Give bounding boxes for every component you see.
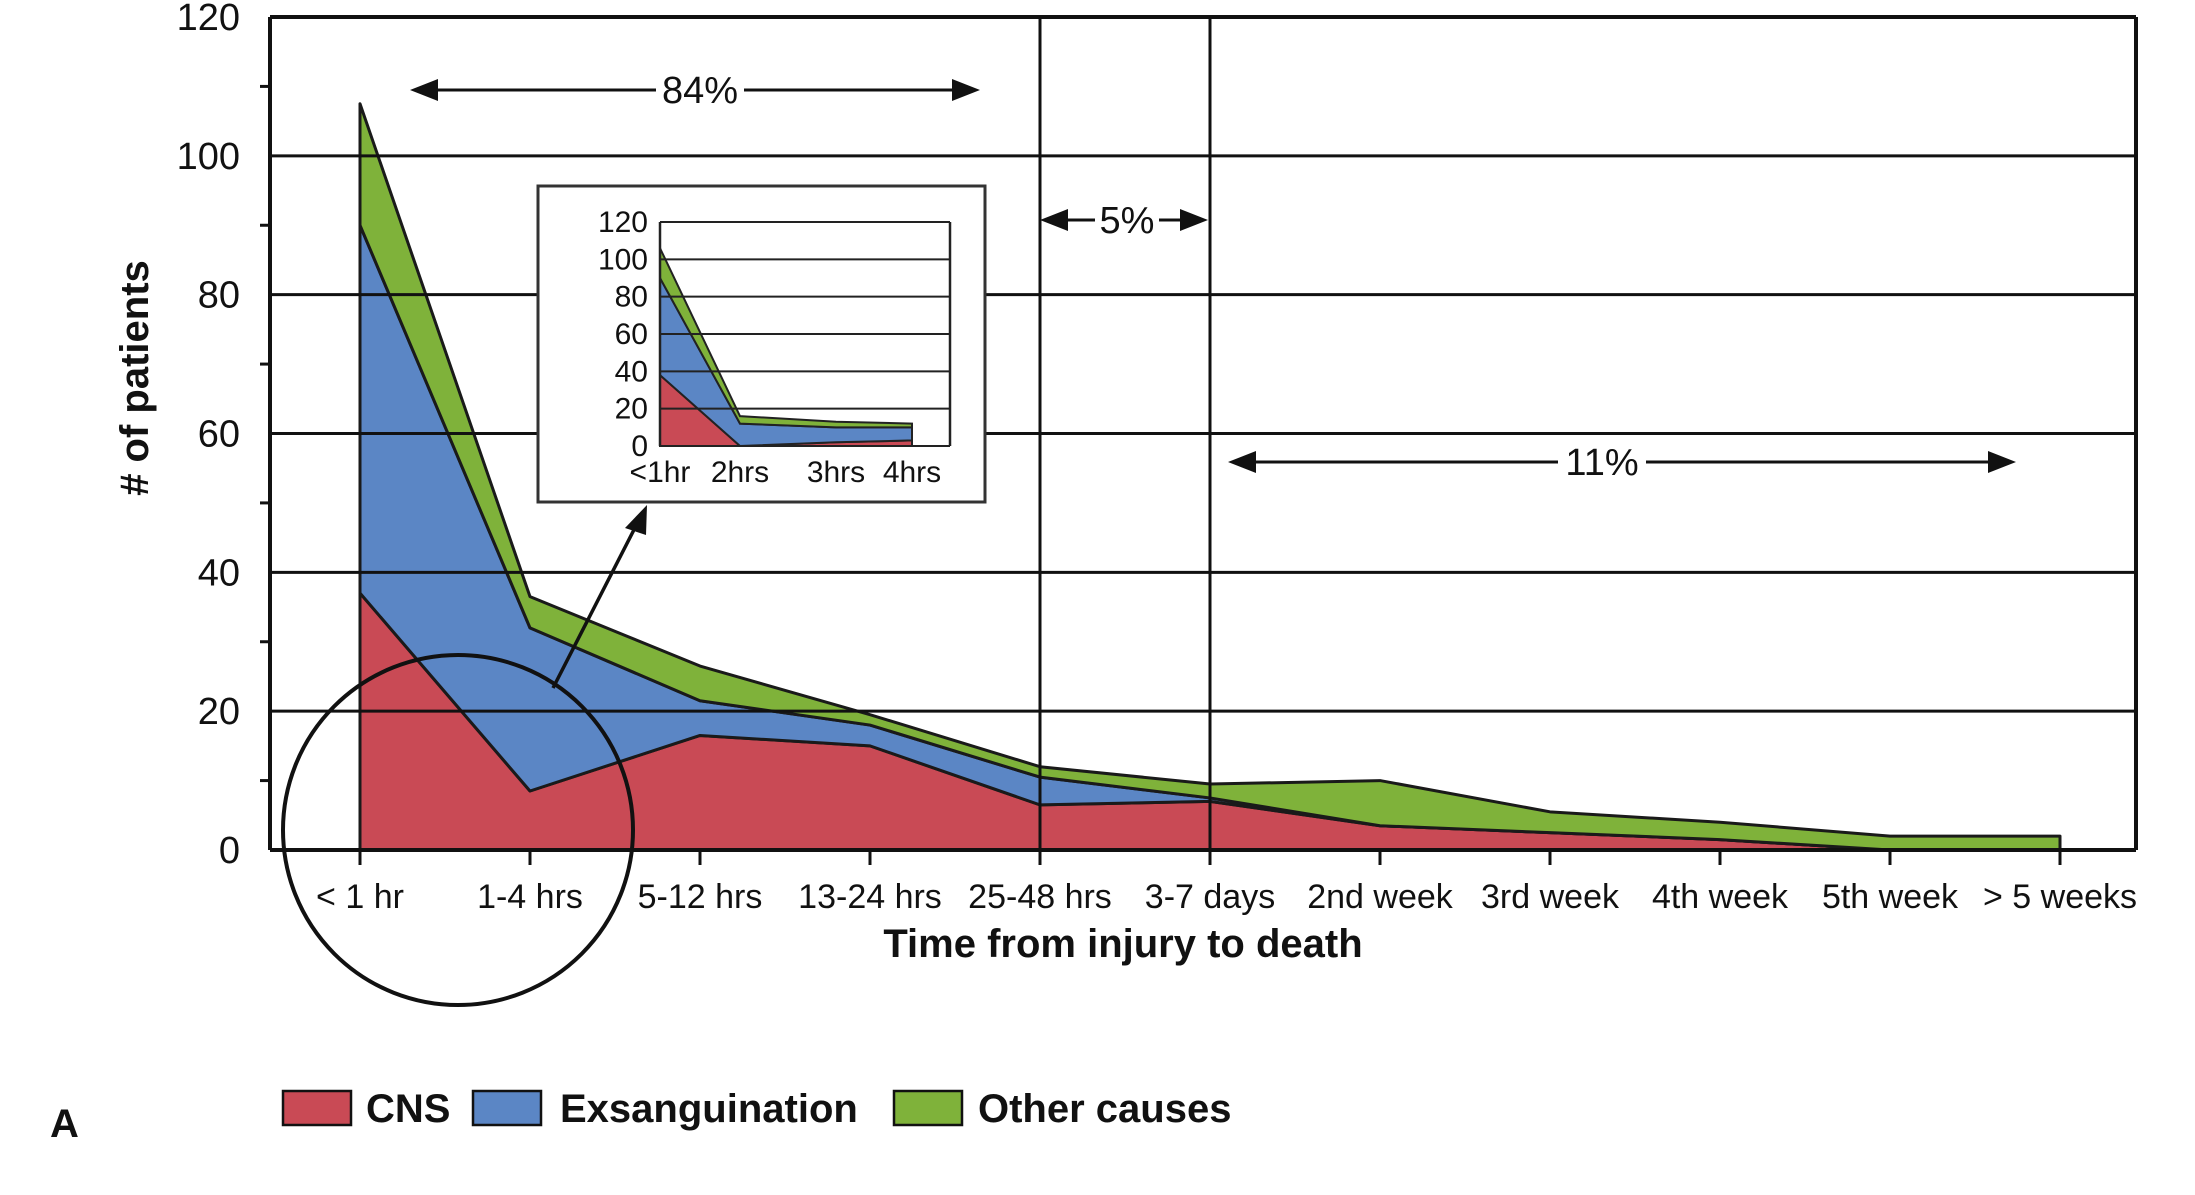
inset-y-tick-label: 120 bbox=[598, 206, 648, 239]
inset-y-tick-label: 100 bbox=[598, 243, 648, 276]
inset-area-other-causes bbox=[659, 247, 913, 429]
arrowhead-left bbox=[1228, 451, 1256, 473]
annotation-label: 84% bbox=[662, 70, 738, 112]
x-tick-label: 1-4 hrs bbox=[477, 878, 583, 916]
x-tick-label: 5-12 hrs bbox=[638, 878, 763, 916]
arrowhead-right bbox=[1988, 451, 2016, 473]
y-tick-label: 120 bbox=[177, 0, 240, 39]
arrowhead-left bbox=[1040, 209, 1068, 231]
inset-y-tick-label: 80 bbox=[615, 281, 648, 314]
inset-pointer-arrowhead bbox=[625, 505, 647, 535]
inset-frame bbox=[536, 184, 987, 504]
x-axis-title: Time from injury to death bbox=[883, 922, 1362, 966]
legend-label-exsanguination: Exsanguination bbox=[560, 1087, 858, 1131]
inset-x-tick-label: 4hrs bbox=[883, 456, 941, 489]
legend-label-other-causes: Other causes bbox=[978, 1087, 1231, 1131]
x-tick-label: 3rd week bbox=[1481, 878, 1620, 916]
legend-swatch-cns bbox=[281, 1089, 353, 1127]
legend: CNS Exsanguination Other causes bbox=[281, 1087, 1231, 1131]
x-tick-label: 2nd week bbox=[1307, 878, 1454, 916]
y-tick-label: 60 bbox=[198, 414, 240, 456]
x-tick-label: > 5 weeks bbox=[1983, 878, 2137, 916]
y-axis-ticks: 0 20 40 60 80 100 120 bbox=[177, 0, 270, 872]
arrowhead-left bbox=[410, 79, 438, 101]
annotation-label: 11% bbox=[1565, 442, 1638, 484]
legend-swatch-exsanguination bbox=[471, 1089, 543, 1127]
highlight-circle bbox=[281, 653, 635, 1007]
y-tick-label: 0 bbox=[219, 830, 240, 872]
legend-label-cns: CNS bbox=[366, 1087, 450, 1131]
arrowhead-right bbox=[952, 79, 980, 101]
y-tick-label: 20 bbox=[198, 691, 240, 733]
y-axis-title: # of patients bbox=[113, 260, 157, 496]
annotation-5-span: 5% bbox=[1040, 200, 1208, 242]
period-dividers bbox=[1038, 17, 1212, 850]
axes bbox=[268, 15, 2138, 852]
inset-y-tick-label: 20 bbox=[615, 393, 648, 426]
annotation-11-span: 11% bbox=[1228, 442, 2016, 484]
x-tick-label: 25-48 hrs bbox=[968, 878, 1112, 916]
percent-annotations: 84% 5% 11% bbox=[410, 70, 2016, 484]
inset-chart: 0 20 40 60 80 100 120 <1hr 2hrs 3hrs 4hrs bbox=[536, 184, 987, 504]
legend-swatch-other-causes bbox=[892, 1089, 964, 1127]
y-tick-label: 40 bbox=[198, 552, 240, 594]
panel-label: A bbox=[50, 1102, 79, 1146]
y-tick-label: 80 bbox=[198, 275, 240, 317]
x-tick-label: < 1 hr bbox=[316, 878, 404, 916]
x-tick-label: 13-24 hrs bbox=[798, 878, 942, 916]
x-tick-label: 4th week bbox=[1652, 878, 1789, 916]
x-tick-label: 5th week bbox=[1822, 878, 1959, 916]
inset-x-tick-label: 2hrs bbox=[711, 456, 769, 489]
x-axis-ticks: < 1 hr 1-4 hrs 5-12 hrs 13-24 hrs 25-48 hrs 3… bbox=[316, 850, 2137, 916]
inset-y-tick-label: 40 bbox=[615, 355, 648, 388]
annotation-label: 5% bbox=[1100, 200, 1155, 242]
y-tick-label: 100 bbox=[177, 136, 240, 178]
inset-y-tick-label: 60 bbox=[615, 318, 648, 351]
inset-pointer-arrow-shaft bbox=[551, 517, 642, 689]
annotation-84-span: 84% bbox=[410, 70, 980, 112]
arrowhead-right bbox=[1180, 209, 1208, 231]
x-tick-label: 3-7 days bbox=[1145, 878, 1275, 916]
inset-x-tick-label: 3hrs bbox=[807, 456, 865, 489]
inset-y-tick-label: 0 bbox=[631, 430, 648, 463]
inset-x-tick-label: <1hr bbox=[630, 456, 691, 489]
